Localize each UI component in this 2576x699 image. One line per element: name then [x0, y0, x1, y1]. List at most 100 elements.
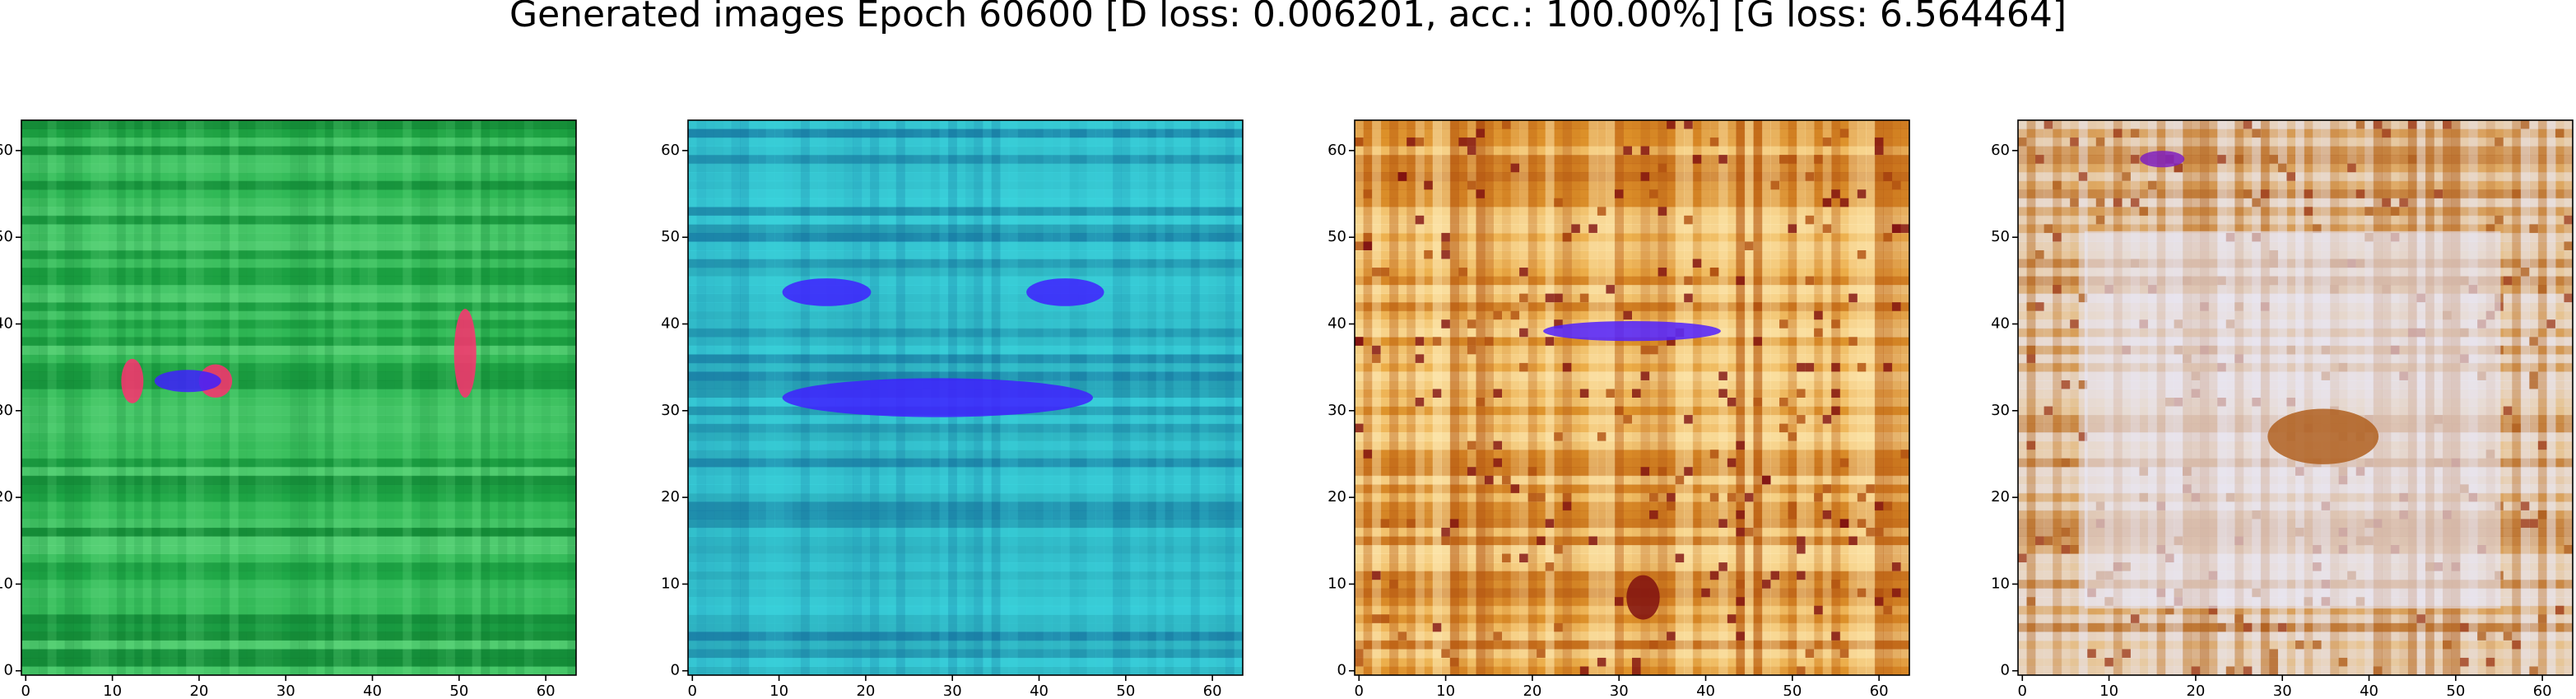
pixel — [2269, 649, 2278, 658]
x-tick-label: 0 — [21, 683, 30, 696]
pixel-column — [255, 120, 265, 675]
pixel-column — [359, 120, 369, 675]
y-tick-label: 50 — [0, 228, 13, 245]
pixel — [1432, 389, 1442, 398]
pixel-row — [688, 492, 1243, 502]
pixel — [1579, 389, 1589, 398]
pixel-row — [2018, 614, 2573, 624]
pixel-row — [688, 259, 1243, 268]
pixel — [1788, 432, 1797, 441]
pixel — [1467, 137, 1476, 147]
pixel — [1614, 189, 1624, 198]
pixel — [1788, 501, 1797, 510]
pixel — [1407, 519, 1416, 528]
pixel — [1891, 562, 1901, 571]
x-tick-label: 50 — [1116, 683, 1135, 696]
pixel — [1839, 649, 1849, 658]
pixel — [1883, 232, 1892, 242]
pixel-column — [1389, 120, 1399, 675]
pixel — [1848, 293, 1858, 303]
pixel — [2512, 189, 2521, 198]
pixel — [1614, 406, 1624, 416]
pixel — [1891, 588, 1901, 598]
pixel-row — [2018, 622, 2573, 632]
pixel — [2165, 605, 2174, 615]
pixel — [2035, 249, 2044, 259]
pixel-row — [21, 224, 576, 234]
x-tick-label: 50 — [2446, 683, 2465, 696]
pixel — [1458, 137, 1467, 147]
pixel — [1727, 492, 1737, 502]
pixel-row — [688, 553, 1243, 563]
pixel-row — [688, 276, 1243, 286]
pixel — [1424, 249, 1433, 259]
pixel — [2260, 622, 2270, 632]
pixel-column — [1537, 120, 1546, 675]
pixel-column — [723, 120, 732, 675]
pixel — [1415, 337, 1425, 346]
pixel — [1502, 120, 1511, 129]
pixel — [2434, 189, 2443, 198]
pixel — [1736, 510, 1745, 520]
pixel-row — [21, 310, 576, 320]
pixel — [2095, 198, 2105, 207]
pixel — [1891, 302, 1901, 311]
pixel — [1761, 475, 1771, 485]
pixel — [2460, 657, 2469, 667]
pixel-column — [2078, 120, 2088, 675]
pixel — [2529, 337, 2538, 346]
pixel-column — [1761, 120, 1771, 675]
pixel — [1822, 510, 1832, 520]
pixel-column — [333, 120, 343, 675]
blob — [121, 358, 144, 403]
pixel-row — [688, 198, 1243, 207]
pixel — [1363, 450, 1373, 459]
pixel-row — [21, 588, 576, 598]
pixel-column — [1147, 120, 1157, 675]
pixel — [1432, 337, 1442, 346]
pixel-row — [1355, 155, 1909, 165]
pixel-column — [108, 120, 118, 675]
pixel — [1684, 276, 1693, 286]
pixel — [1805, 215, 1815, 225]
pixel-column — [169, 120, 179, 675]
y-tick-label: 10 — [661, 575, 680, 592]
pixel — [2217, 155, 2226, 164]
pixel — [1744, 241, 1754, 250]
pixel — [2477, 631, 2486, 641]
pixel-row — [21, 389, 576, 398]
pixel-column — [688, 120, 697, 675]
pixel — [1839, 128, 1849, 138]
pixel-row — [1355, 458, 1909, 468]
pixel-row — [21, 207, 576, 217]
x-tick-label: 0 — [2018, 683, 2027, 696]
pixel-row — [2018, 198, 2573, 207]
pixel-row — [1355, 259, 1909, 268]
pixel — [1467, 319, 1476, 329]
pixel-row — [1355, 163, 1909, 173]
pixel — [1458, 268, 1467, 277]
pixel — [2095, 215, 2105, 225]
y-tick-label: 20 — [661, 488, 680, 506]
pixel-column — [2520, 120, 2530, 675]
pixel-column — [498, 120, 508, 675]
pixel-row — [688, 302, 1243, 312]
pixel — [1736, 527, 1745, 537]
pixel — [1380, 614, 1390, 623]
pixel — [2061, 545, 2071, 554]
pixel — [1874, 588, 1884, 598]
pixel-column — [1199, 120, 1209, 675]
pixel-row — [21, 232, 576, 242]
x-tick-label: 50 — [449, 683, 468, 696]
pixel-row — [1355, 536, 1909, 546]
pixel-row — [21, 302, 576, 312]
pixel — [1883, 501, 1892, 510]
x-tick-label: 20 — [1523, 683, 1541, 696]
x-tick-label: 20 — [856, 683, 875, 696]
pixel — [1805, 276, 1815, 286]
pixel-column — [324, 120, 334, 675]
pixel — [1684, 415, 1693, 424]
pixel-row — [1355, 406, 1909, 416]
axes-frame — [2017, 119, 2574, 676]
pixel — [1900, 450, 1909, 459]
